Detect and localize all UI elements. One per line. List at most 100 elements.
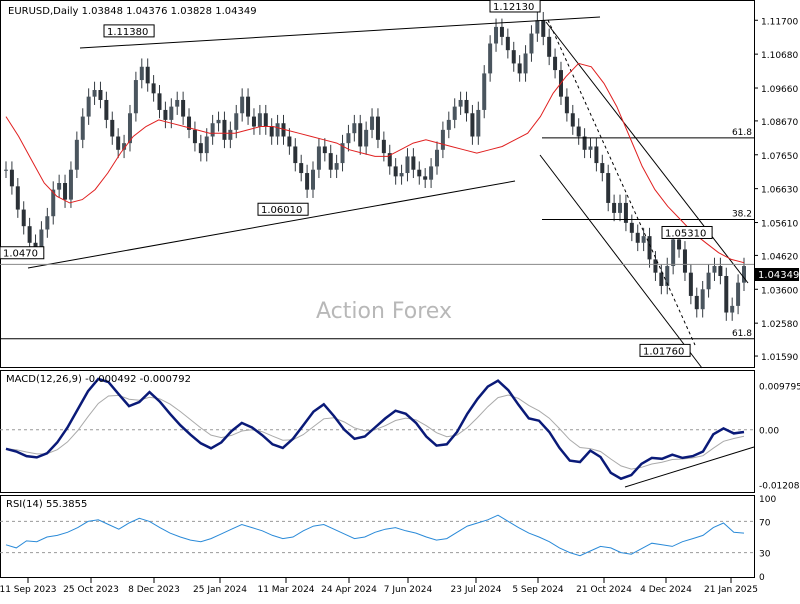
trendlines	[27, 16, 755, 488]
moving-average	[5, 62, 745, 264]
candle-body	[340, 143, 345, 164]
candle-body	[606, 173, 611, 203]
candle-body	[671, 239, 676, 267]
channel-lower	[539, 154, 703, 369]
candle-body	[434, 149, 439, 167]
candle-body	[281, 123, 286, 137]
candle-body	[387, 153, 392, 167]
candle-body	[316, 146, 321, 170]
price-label-text: 1.01760	[643, 346, 684, 357]
candle-body	[511, 50, 516, 64]
candle-body	[440, 129, 445, 150]
candle-body	[446, 119, 451, 130]
time-tick-label: 8 Dec 2023	[128, 585, 180, 595]
candle-body	[688, 272, 693, 296]
price-axis: 1.11700 1.10680 1.09660 1.08670 1.07650 1.066…	[754, 17, 798, 363]
candle-body	[724, 275, 729, 313]
candle-body	[352, 123, 357, 134]
time-tick-label: 25 Jan 2024	[193, 585, 247, 595]
candle-body	[629, 222, 634, 233]
candle-body	[505, 36, 510, 51]
candle-body	[523, 53, 528, 74]
candle-body	[612, 202, 617, 213]
price-tick-label: 1.01590	[761, 353, 798, 363]
candle-body	[86, 96, 91, 117]
time-tick-label: 21 Jan 2025	[704, 585, 758, 595]
candle-body	[706, 272, 711, 290]
moving-average-line	[5, 62, 745, 264]
price-label-box	[103, 24, 155, 38]
fib-level-label: 38.2	[732, 210, 752, 220]
candle-body	[647, 236, 652, 260]
candle-body	[139, 66, 144, 81]
candle-body	[51, 189, 56, 217]
time-tick-label: 23 Jul 2024	[451, 585, 502, 595]
time-tick-label: 25 Oct 2023	[63, 585, 119, 595]
price-layer	[4, 11, 746, 321]
candle-body	[145, 66, 150, 84]
price-tick-label: 1.06630	[761, 186, 798, 196]
candle-body	[529, 33, 534, 54]
candle-body	[169, 106, 174, 120]
candle-body	[269, 126, 274, 137]
candle-body	[618, 202, 623, 213]
time-tick-label: 7 Jun 2024	[384, 585, 433, 595]
candle-body	[623, 202, 628, 223]
candle-body	[216, 119, 221, 124]
candle-body	[27, 226, 32, 243]
candle-body	[423, 176, 428, 180]
price-label-box	[0, 246, 45, 260]
time-tick-label: 5 Sep 2024	[512, 585, 564, 595]
candle-body	[263, 113, 268, 127]
horizontal-levels: 61.8 38.2 61.8	[0, 128, 754, 340]
candle-body	[659, 272, 664, 286]
candle-body	[411, 156, 416, 170]
time-tick-label: 11 Sep 2023	[0, 585, 57, 595]
candle-body	[104, 99, 109, 120]
macd-signal-line	[5, 394, 745, 470]
rsi-tick-label: 100	[759, 495, 776, 505]
candle-body	[334, 163, 339, 170]
candle-body	[370, 116, 375, 130]
candle-body	[257, 113, 262, 127]
macd-label: MACD(12,26,9) -0.000492 -0.000792	[6, 374, 191, 385]
candle-body	[452, 106, 457, 120]
price-tick-label: 1.08670	[761, 118, 798, 128]
candle-body	[405, 156, 410, 174]
candle-body	[157, 93, 162, 110]
candle-body	[151, 83, 156, 94]
rsi-label: RSI(14) 55.3855	[6, 499, 87, 510]
price-label-text: 1.0470	[3, 249, 38, 260]
candle-body	[234, 113, 239, 130]
candle-body	[535, 20, 540, 34]
fib-level-label: 61.8	[732, 329, 752, 339]
price-tick-label: 1.10680	[761, 51, 798, 61]
candle-body	[192, 129, 197, 144]
price-tick-label: 1.02580	[761, 320, 798, 330]
candle-body	[464, 99, 469, 114]
price-labels: 1.11380 1.12130 1.06010 1.05310 1.01760 1.047…	[0, 0, 713, 357]
candle-body	[228, 129, 233, 140]
candle-body	[287, 136, 292, 147]
candle-body	[110, 119, 115, 137]
price-tick-label: 1.07650	[761, 152, 798, 162]
candle-body	[204, 136, 209, 154]
candle-body	[63, 183, 68, 200]
candle-body	[181, 99, 186, 117]
candle-body	[293, 146, 298, 164]
candle-body	[4, 169, 8, 171]
price-tick-label: 1.03600	[761, 286, 798, 296]
candle-body	[98, 90, 103, 100]
candle-body	[33, 242, 38, 250]
candle-body	[364, 129, 369, 147]
candle-body	[393, 166, 398, 177]
candle-body	[736, 282, 741, 306]
time-tick-label: 4 Dec 2024	[640, 585, 692, 595]
candle-body	[251, 116, 256, 127]
price-tick-label: 1.11700	[761, 17, 798, 27]
candle-body	[576, 126, 581, 137]
candle-body	[582, 136, 587, 150]
time-tick-label: 24 Apr 2024	[321, 585, 377, 595]
candle-body	[299, 163, 304, 174]
price-tick-label: 1.04620	[761, 252, 798, 262]
